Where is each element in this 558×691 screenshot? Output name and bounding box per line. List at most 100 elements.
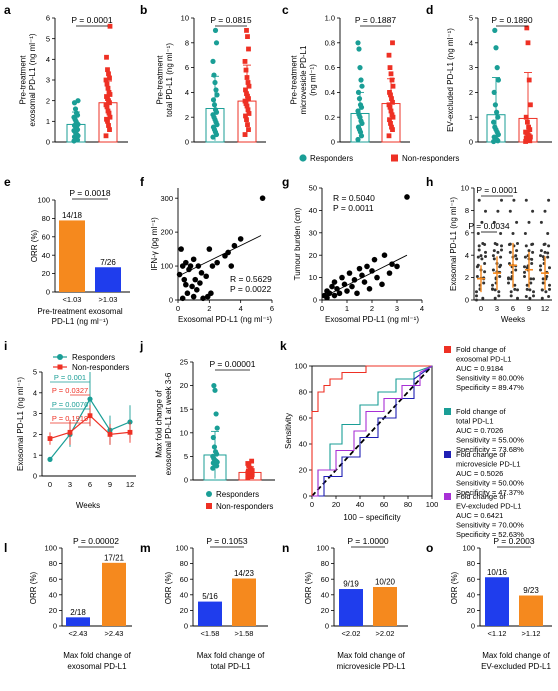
data-point xyxy=(211,444,218,450)
y-tick-label: 0 xyxy=(185,138,189,147)
data-point xyxy=(508,250,512,254)
y-tick-label: 2 xyxy=(469,88,473,97)
data-point xyxy=(244,103,250,109)
pvalue-label: P = 0.001 xyxy=(54,373,86,382)
legend-entry-text: Fold change of xyxy=(456,345,507,354)
data-point xyxy=(212,387,218,393)
data-point xyxy=(105,108,111,114)
data-point xyxy=(331,279,338,285)
y-tick-label: 8 xyxy=(185,38,189,47)
data-point xyxy=(539,264,542,268)
y-tick-label: 40 xyxy=(309,206,317,215)
y-axis-label: ORR (%) xyxy=(304,571,313,604)
data-point xyxy=(524,294,528,298)
y-tick-label: 80 xyxy=(467,559,475,568)
data-point xyxy=(527,127,533,132)
panel-b: 0 2 4 6 8 10 P = 0.0815 xyxy=(181,14,266,147)
legend-entry-text: EV-excluded PD-L1 xyxy=(456,502,521,511)
data-point xyxy=(364,263,370,270)
data-point xyxy=(214,259,220,266)
y-tick-label: 300 xyxy=(160,194,173,203)
data-point xyxy=(246,111,252,116)
data-point xyxy=(183,259,189,266)
y-tick-label: 50 xyxy=(309,184,317,193)
y-tick-label: 100 xyxy=(175,544,188,553)
data-point xyxy=(197,280,203,286)
data-point xyxy=(539,220,543,224)
y-tick-label: 3 xyxy=(33,409,37,418)
data-point xyxy=(509,290,513,294)
x-axis-label: PD-L1 (ng ml⁻¹) xyxy=(52,317,109,326)
y-tick-label: 20 xyxy=(49,606,57,615)
data-point xyxy=(104,54,109,60)
y-axis-label: ORR (%) xyxy=(30,229,39,262)
y-tick-label: 3 xyxy=(469,63,473,72)
data-point xyxy=(528,102,533,108)
data-point xyxy=(543,242,547,246)
data-point xyxy=(104,116,109,122)
legend-entry-text: Fold change of xyxy=(456,450,507,459)
pvalue-label: P = 0.0815 xyxy=(210,15,251,25)
x-axis-label: Weeks xyxy=(76,501,100,510)
data-point xyxy=(526,77,532,83)
legend-marker-nonresponders xyxy=(206,503,212,509)
data-point xyxy=(359,83,365,89)
x-tick-label: 4 xyxy=(420,304,424,313)
y-tick-label: 100 xyxy=(44,544,57,553)
x-axis-label: Exosomal PD-L1 (ng ml⁻¹) xyxy=(178,315,272,324)
bar-count-label: 7/26 xyxy=(100,258,116,267)
y-axis-label: Tumour burden (cm) xyxy=(293,207,302,280)
y-tick-label: 8 xyxy=(465,206,469,215)
data-point xyxy=(491,119,497,125)
data-point xyxy=(107,127,112,132)
data-point xyxy=(523,270,526,274)
panel-c: 0 0.2 0.4 0.6 0.8 1.0 P = 0.1887 xyxy=(325,14,410,147)
data-point xyxy=(358,77,364,83)
data-point xyxy=(492,124,498,130)
series-point xyxy=(67,429,73,435)
data-point xyxy=(497,290,501,294)
data-point xyxy=(541,255,545,259)
data-point xyxy=(483,262,487,266)
panel-e: 0 20 40 60 80 100 14/18 <1.03 7/26 >1.03 xyxy=(37,196,130,304)
x-axis-label: Pre-treatment exosomal xyxy=(37,307,123,316)
y-tick-label: 0 xyxy=(33,472,37,481)
data-point xyxy=(496,250,500,254)
data-point xyxy=(356,46,362,52)
legend-entry-text: AUC = 0.5026 xyxy=(456,469,503,478)
data-point xyxy=(242,59,248,64)
y-axis-label: ORR (%) xyxy=(29,571,38,604)
x-category-label: <1.03 xyxy=(63,295,82,304)
data-point xyxy=(524,198,528,202)
panel-g: 0 10 20 30 40 50 0 1 2 3 4 xyxy=(309,184,424,313)
y-tick-label: 40 xyxy=(299,440,307,449)
legend-entry-text: Sensitivity = 50.00% xyxy=(456,479,524,488)
y-tick-label: 4 xyxy=(185,88,189,97)
legend-marker-responders xyxy=(206,491,212,497)
y-tick-label: 0 xyxy=(331,138,335,147)
data-point xyxy=(493,288,497,292)
bar xyxy=(59,220,85,292)
data-point xyxy=(543,250,547,254)
x-tick-label: 100 xyxy=(426,500,439,509)
panel-f: 0 100 200 300 0 2 4 6 xyxy=(160,188,274,313)
data-point xyxy=(475,298,478,302)
data-point xyxy=(495,243,499,247)
data-point xyxy=(259,195,266,201)
panel-letter-g: g xyxy=(282,175,289,189)
data-point xyxy=(103,77,109,83)
data-point xyxy=(540,296,544,300)
pvalue-label: P = 0.1919 xyxy=(52,414,88,423)
bar xyxy=(102,562,126,626)
roc-curve xyxy=(312,365,433,497)
data-point xyxy=(494,65,500,71)
data-point xyxy=(515,220,519,224)
data-point xyxy=(494,109,500,115)
x-category-label: <2.43 xyxy=(69,629,88,638)
bar-count-label: 2/18 xyxy=(70,608,86,617)
data-point xyxy=(532,294,535,298)
pvalue-label: P = 0.0001 xyxy=(476,185,517,195)
data-point xyxy=(190,293,197,300)
bar-count-label: 9/23 xyxy=(523,586,539,595)
legend-swatch xyxy=(444,493,451,500)
